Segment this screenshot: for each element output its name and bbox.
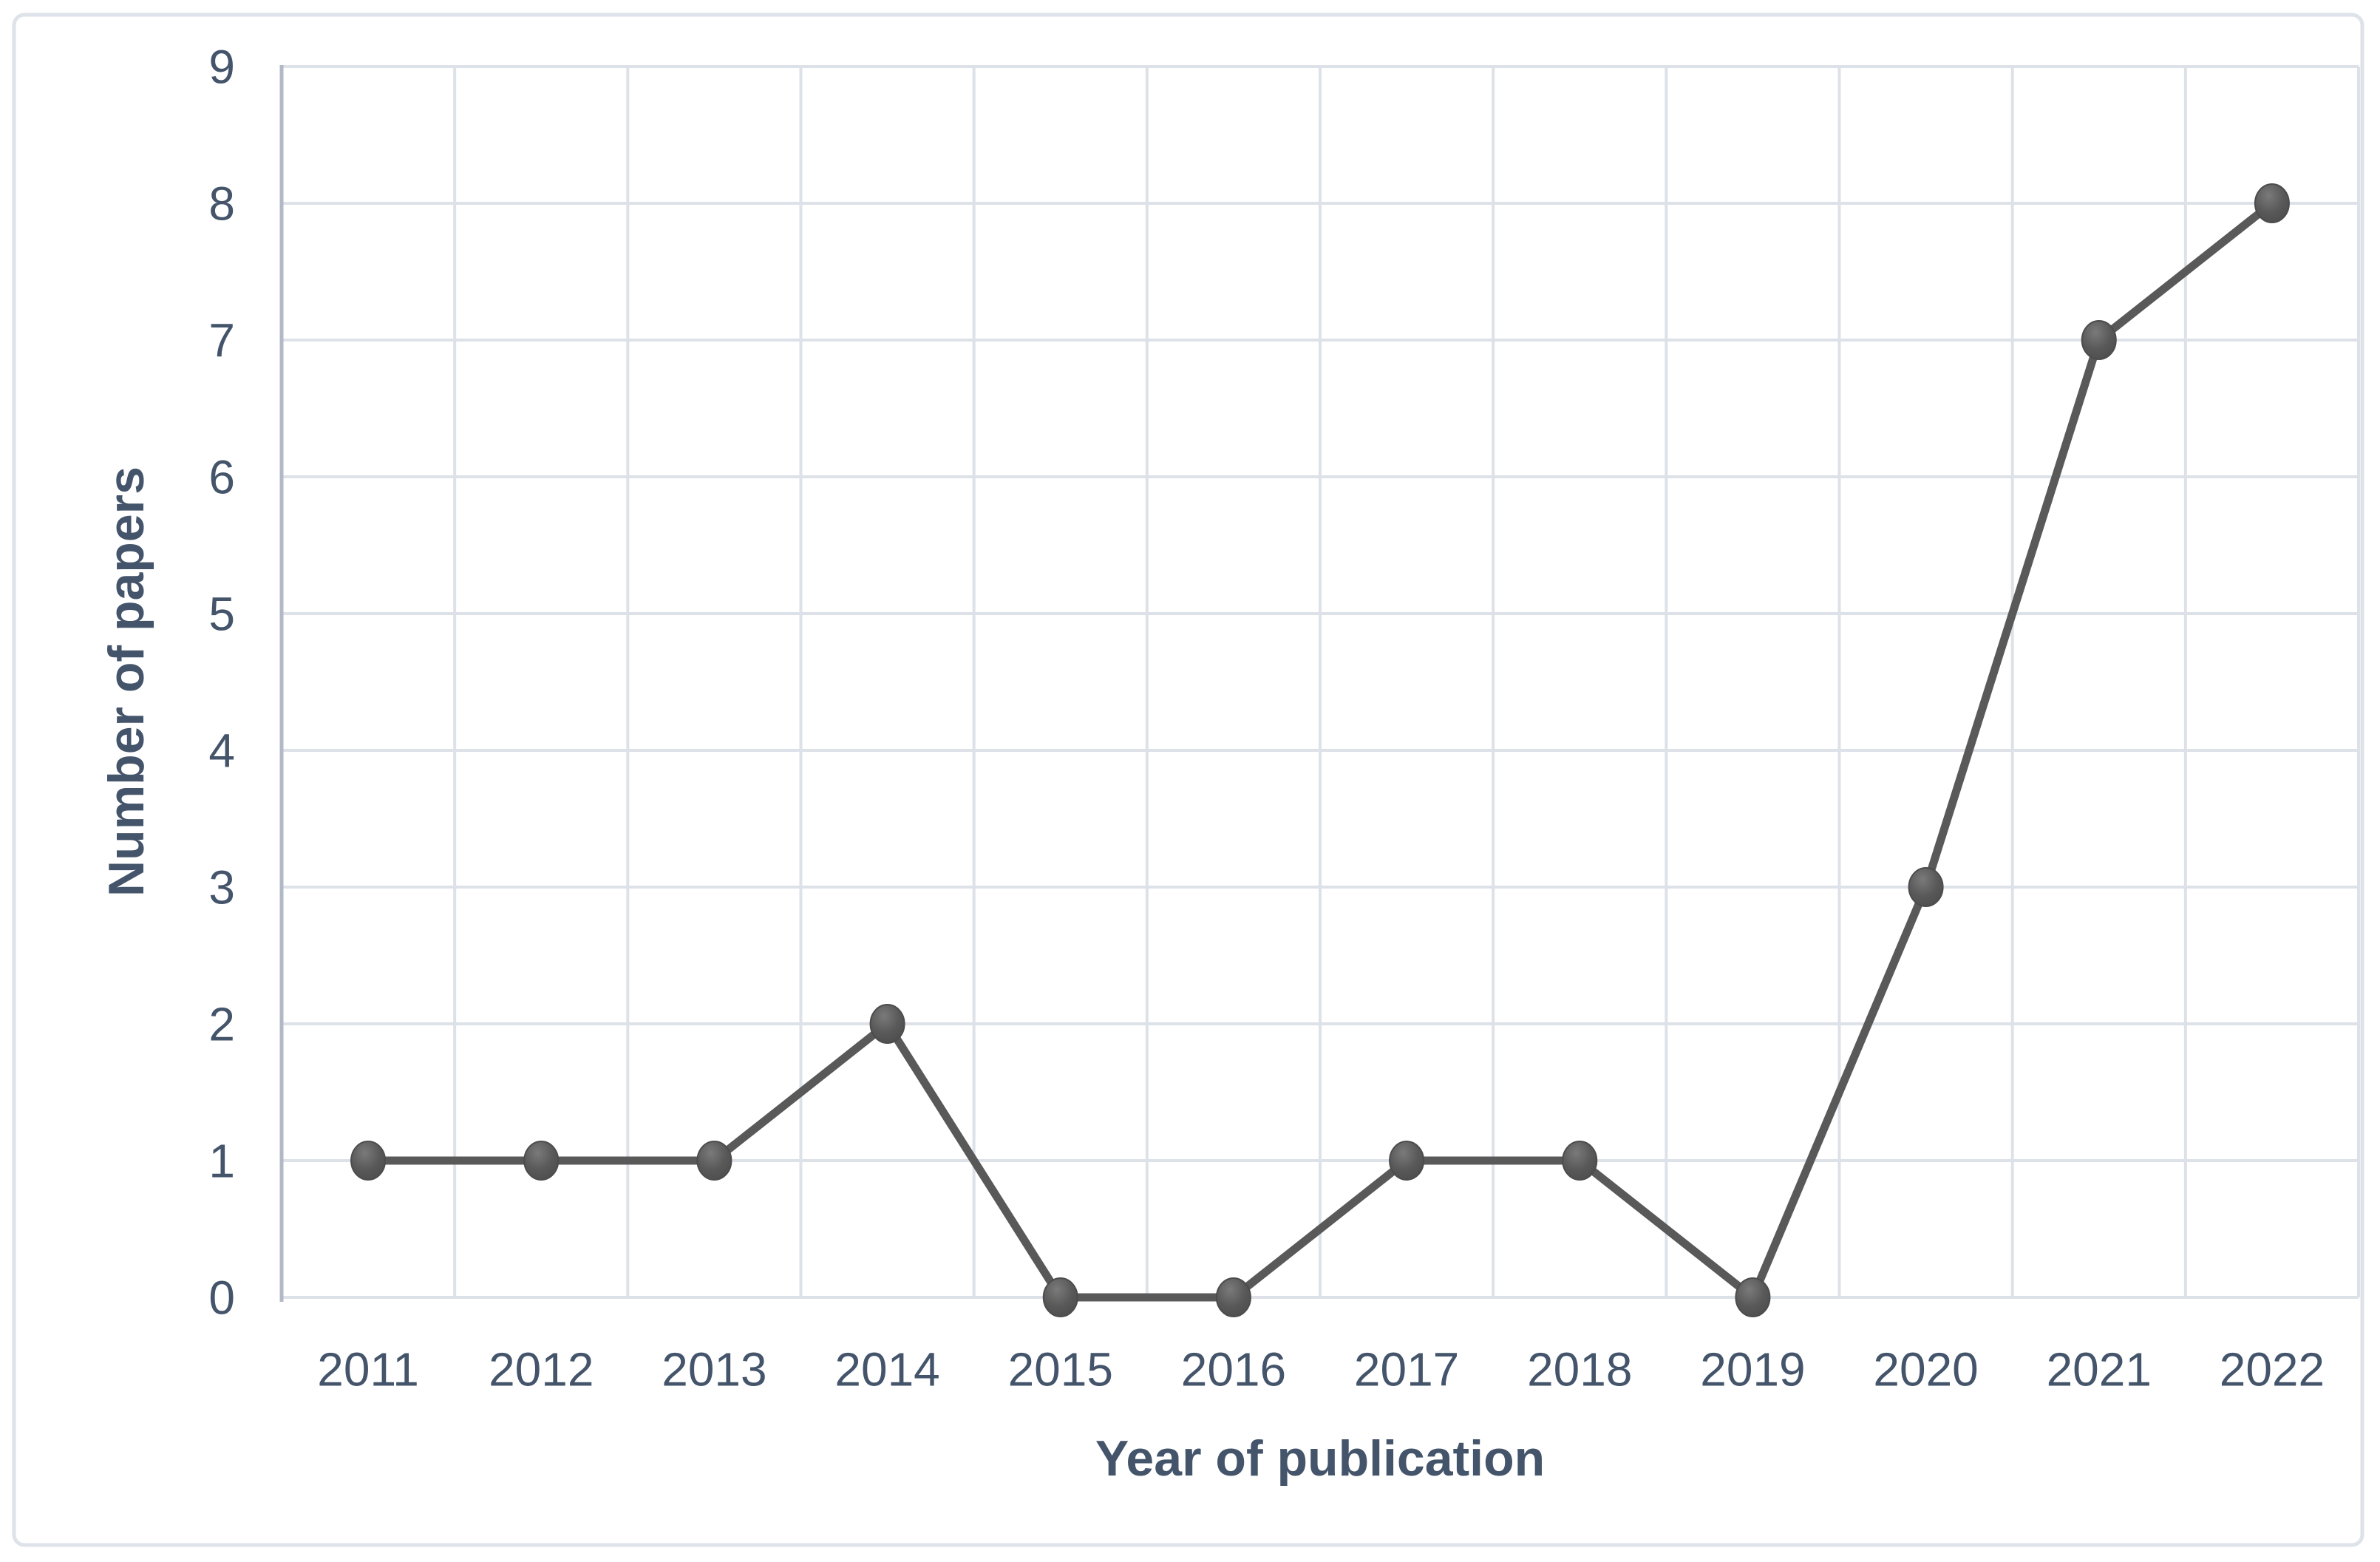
series-line — [364, 199, 2277, 1302]
y-tick-label: 6 — [208, 450, 235, 503]
data-point-marker — [1562, 1141, 1598, 1181]
data-point-marker — [1042, 1277, 1078, 1317]
y-tick-label: 5 — [208, 587, 235, 640]
y-tick-label: 2 — [208, 997, 235, 1050]
y-tick-label: 7 — [208, 313, 235, 367]
x-tick-label: 2015 — [1008, 1342, 1113, 1396]
data-point-marker — [1908, 867, 1944, 907]
x-tick-label: 2020 — [1873, 1342, 1978, 1396]
x-tick-label: 2021 — [2047, 1342, 2152, 1396]
x-axis-title: Year of publication — [1095, 1430, 1545, 1487]
x-tick-label: 2018 — [1527, 1342, 1632, 1396]
x-tick-label: 2011 — [317, 1342, 419, 1396]
data-point-marker — [869, 1004, 905, 1044]
y-tick-label: 8 — [208, 177, 235, 230]
data-point-marker — [1735, 1277, 1771, 1317]
x-tick-label: 2012 — [489, 1342, 594, 1396]
x-tick-label: 2016 — [1181, 1342, 1286, 1396]
y-tick-label: 3 — [208, 860, 235, 914]
data-series — [350, 183, 2290, 1317]
y-tick-label: 9 — [208, 40, 235, 93]
x-tick-label: 2017 — [1354, 1342, 1459, 1396]
y-tick-label: 0 — [208, 1271, 235, 1324]
y-tick-label: 4 — [208, 724, 235, 777]
gridlines — [282, 65, 2360, 1299]
figure-border — [12, 13, 2364, 1547]
data-point-marker — [696, 1141, 732, 1181]
tick-labels: 0 1 2 3 4 5 6 7 8 9 2011 2012 2013 2014 2015 2016 2017 20… — [208, 40, 2325, 1396]
data-point-marker — [2081, 320, 2117, 360]
x-tick-label: 2019 — [1700, 1342, 1805, 1396]
x-tick-label: 2013 — [662, 1342, 766, 1396]
x-tick-label: 2022 — [2220, 1342, 2325, 1396]
data-point-marker — [350, 1141, 387, 1181]
data-point-marker — [523, 1141, 560, 1181]
data-point-marker — [2254, 183, 2290, 223]
x-tick-label: 2014 — [834, 1342, 939, 1396]
data-point-marker — [1389, 1141, 1425, 1181]
data-point-marker — [1215, 1277, 1251, 1317]
y-tick-label: 1 — [208, 1134, 235, 1187]
y-axis-title: Number of papers — [98, 466, 154, 897]
